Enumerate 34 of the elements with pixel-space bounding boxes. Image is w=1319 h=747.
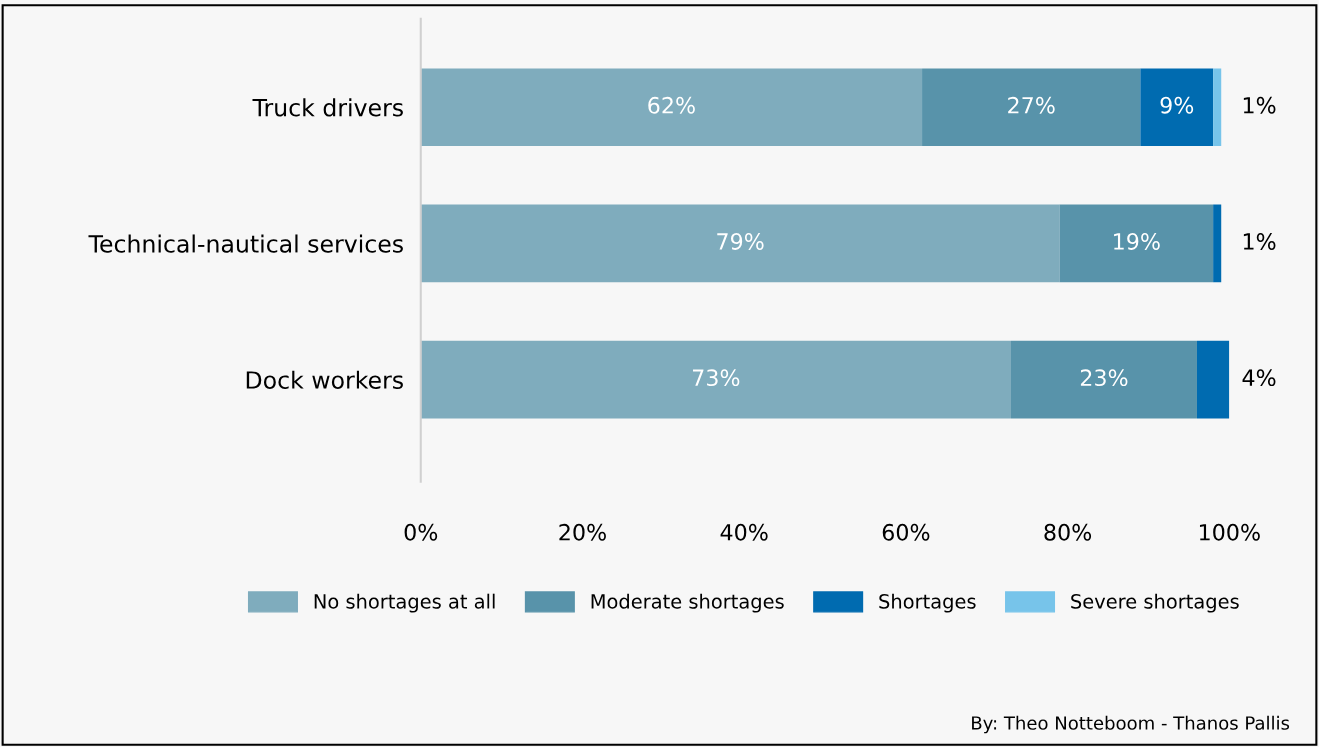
bar [1196,340,1230,419]
x-tick-label: 80% [1044,523,1092,541]
data-label: 62% [648,96,695,114]
bar [420,204,1060,283]
legend-label: Severe shortages [1071,593,1239,613]
data-label: 73% [693,369,740,387]
legend-label: Moderate shortages [591,593,784,613]
bar [1059,204,1214,283]
x-tick-label: 60% [882,523,930,541]
bar [1011,340,1197,419]
data-label: 1% [1243,96,1276,114]
data-label: 79% [717,233,764,250]
bar [1213,68,1222,147]
bar [922,68,1141,147]
y-tick-label: Truck drivers [252,98,403,117]
data-label: 23% [1080,369,1128,387]
data-label: 4% [1242,369,1276,387]
bar [420,340,1011,419]
data-label: 27% [1008,96,1055,114]
x-tick-label: 40% [720,523,768,541]
bar [1213,204,1222,283]
bar [1140,68,1214,147]
data-label: 9% [1160,96,1194,114]
data-label: 1% [1243,233,1276,250]
legend-label: No shortages at all [314,593,495,613]
bar [420,68,923,147]
legend-label: Shortages [879,593,976,613]
y-tick-label: Technical-nautical services [88,234,403,253]
text: By: Theo Notteboom - Thanos Pallis [972,715,1290,734]
y-tick-label: Dock workers [246,370,403,389]
x-tick-label: 20% [559,523,606,541]
x-tick-label: 100% [1199,523,1260,541]
x-tick-label: 0% [404,523,438,541]
data-label: 19% [1114,233,1160,250]
